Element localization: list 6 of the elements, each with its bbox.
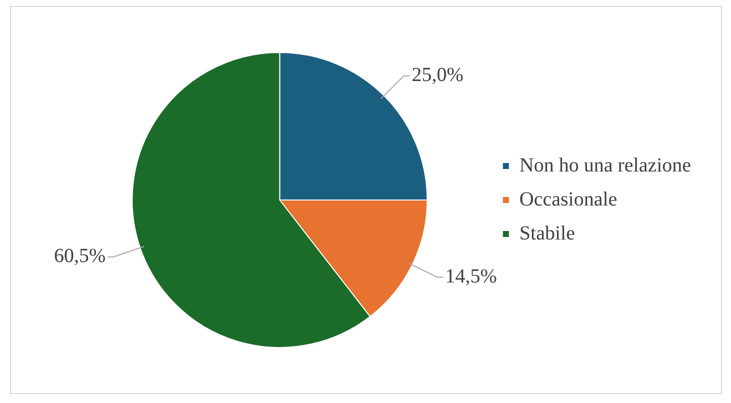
data-label: 60,5% xyxy=(54,245,106,268)
legend-label: Non ho una relazione xyxy=(519,154,692,176)
legend-label: Occasionale xyxy=(519,188,618,210)
legend-label: Stabile xyxy=(519,222,576,244)
data-label: 14,5% xyxy=(445,265,497,288)
data-label: 25,0% xyxy=(412,64,464,86)
